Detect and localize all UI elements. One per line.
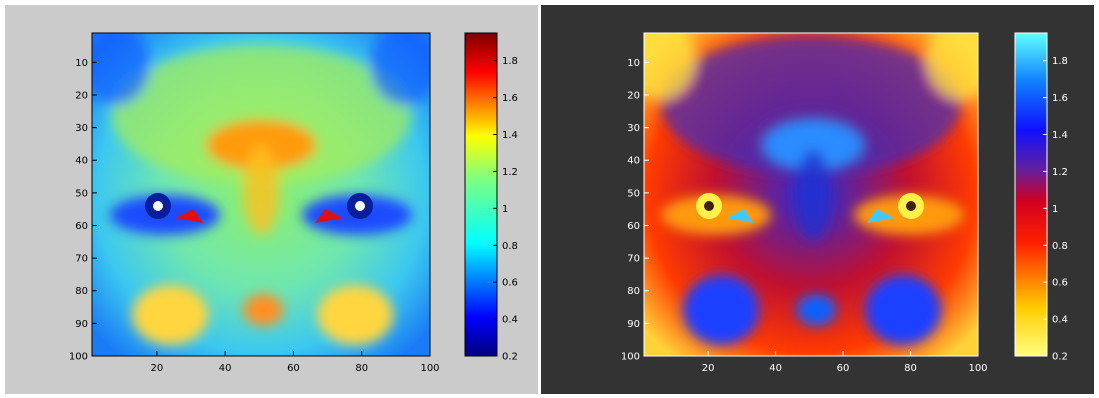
y-tick-label: 80 (75, 286, 88, 297)
left-heatmap-figure: 10 20 30 40 50 60 70 80 90 100 20 40 60 80 100 0.2 0.4… (5, 5, 538, 394)
x-tick-label: 100 (968, 363, 987, 374)
x-tick-label: 80 (904, 363, 917, 374)
y-tick-label: 10 (75, 58, 88, 69)
left-colorbar-ticks: 0.2 0.4 0.6 0.8 1 1.2 1.4 1.6 1.8 (493, 56, 518, 363)
y-tick-label: 40 (627, 156, 640, 167)
colorbar-tick-label: 0.4 (1052, 315, 1068, 326)
colorbar-tick-label: 1.4 (502, 130, 518, 141)
left-x-axis: 20 40 60 80 100 (151, 351, 440, 374)
y-tick-label: 20 (627, 90, 640, 101)
y-tick-label: 20 (75, 90, 88, 101)
y-tick-label: 70 (627, 254, 640, 265)
y-tick-label: 10 (627, 58, 640, 69)
right-heatmap-image (644, 33, 978, 356)
y-tick-label: 100 (621, 352, 640, 363)
right-y-axis: 10 20 30 40 50 60 70 80 90 100 (621, 58, 649, 363)
colorbar-tick-label: 1.8 (502, 56, 518, 67)
y-tick-label: 60 (627, 221, 640, 232)
colorbar-tick-label: 1.4 (1052, 130, 1068, 141)
y-tick-label: 50 (627, 188, 640, 199)
x-tick-label: 60 (837, 363, 850, 374)
right-x-axis: 20 40 60 80 100 (702, 351, 988, 374)
left-y-axis: 10 20 30 40 50 60 70 80 90 100 (69, 58, 97, 363)
x-tick-label: 40 (219, 363, 232, 374)
right-colorbar (1014, 32, 1048, 357)
y-tick-label: 90 (627, 319, 640, 330)
colorbar-tick-label: 1.2 (1052, 167, 1068, 178)
x-tick-label: 80 (355, 363, 368, 374)
colorbar-tick-label: 1 (502, 204, 508, 215)
colorbar-tick-label: 1 (1052, 204, 1058, 215)
y-tick-label: 60 (75, 221, 88, 232)
x-tick-label: 60 (287, 363, 300, 374)
y-tick-label: 70 (75, 254, 88, 265)
x-tick-label: 40 (769, 363, 782, 374)
x-tick-label: 20 (151, 363, 164, 374)
colorbar-tick-label: 0.6 (502, 278, 518, 289)
y-tick-label: 40 (75, 156, 88, 167)
x-tick-label: 100 (420, 363, 439, 374)
colorbar-tick-label: 0.8 (502, 241, 518, 252)
colorbar-tick-label: 1.8 (1052, 56, 1068, 67)
colorbar-tick-label: 0.8 (1052, 241, 1068, 252)
left-heatmap-image (92, 33, 430, 356)
left-plot-frame (91, 32, 431, 357)
left-colorbar (464, 32, 498, 357)
right-plot-frame (643, 32, 979, 357)
right-heatmap-figure: 10 20 30 40 50 60 70 80 90 100 20 40 60 80 100 0.2 0.4… (541, 5, 1094, 394)
colorbar-tick-label: 0.2 (502, 352, 518, 363)
left-heatmap-panel: 10 20 30 40 50 60 70 80 90 100 20 40 60 80 100 0.2 0.4… (5, 5, 538, 394)
right-colorbar-ticks: 0.2 0.4 0.6 0.8 1 1.2 1.4 1.6 1.8 (1043, 56, 1068, 363)
colorbar-tick-label: 1.2 (502, 167, 518, 178)
right-heatmap-panel: 10 20 30 40 50 60 70 80 90 100 20 40 60 80 100 0.2 0.4… (541, 5, 1094, 394)
colorbar-tick-label: 0.4 (502, 315, 518, 326)
colorbar-tick-label: 1.6 (1052, 93, 1068, 104)
y-tick-label: 90 (75, 319, 88, 330)
y-tick-label: 30 (627, 123, 640, 134)
colorbar-tick-label: 0.2 (1052, 352, 1068, 363)
y-tick-label: 80 (627, 286, 640, 297)
colorbar-tick-label: 0.6 (1052, 278, 1068, 289)
y-tick-label: 100 (69, 352, 88, 363)
y-tick-label: 50 (75, 188, 88, 199)
y-tick-label: 30 (75, 123, 88, 134)
colorbar-tick-label: 1.6 (502, 93, 518, 104)
x-tick-label: 20 (702, 363, 715, 374)
